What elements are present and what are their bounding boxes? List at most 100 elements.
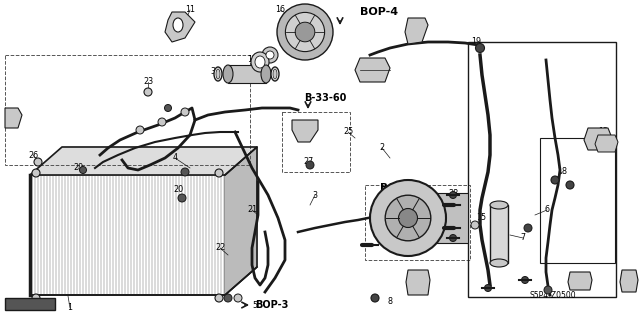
Circle shape [234, 294, 242, 302]
Text: 3: 3 [312, 190, 317, 199]
Bar [428, 193, 468, 243]
Circle shape [295, 22, 315, 42]
Circle shape [32, 294, 40, 302]
Ellipse shape [273, 69, 277, 79]
Circle shape [181, 168, 189, 176]
Text: 6: 6 [545, 205, 550, 214]
Text: 19: 19 [471, 38, 481, 47]
Circle shape [144, 88, 152, 96]
Circle shape [371, 294, 379, 302]
Circle shape [224, 294, 232, 302]
Polygon shape [5, 108, 22, 128]
Text: 23: 23 [143, 78, 153, 86]
Circle shape [524, 224, 532, 232]
Text: 24: 24 [419, 271, 429, 279]
Text: 8: 8 [387, 298, 392, 307]
Text: 14: 14 [10, 114, 20, 122]
Bar [30, 175, 225, 295]
Ellipse shape [266, 51, 274, 59]
Circle shape [449, 234, 456, 241]
Text: 31: 31 [238, 78, 248, 86]
Bar [228, 65, 266, 83]
Bar [365, 185, 470, 260]
Text: 9: 9 [421, 24, 427, 33]
Text: BOP-2: BOP-2 [380, 183, 416, 193]
Circle shape [136, 126, 144, 134]
Polygon shape [292, 120, 318, 142]
Text: 18: 18 [557, 167, 567, 176]
Ellipse shape [255, 56, 265, 68]
Circle shape [551, 176, 559, 184]
Text: 13: 13 [625, 273, 635, 283]
Ellipse shape [262, 47, 278, 63]
Ellipse shape [214, 67, 222, 81]
Text: 17: 17 [247, 56, 257, 64]
Text: 26: 26 [28, 151, 38, 160]
Text: BOP-3: BOP-3 [255, 300, 289, 310]
Circle shape [522, 277, 529, 284]
Circle shape [399, 209, 417, 227]
Polygon shape [225, 147, 257, 295]
Polygon shape [584, 128, 612, 150]
Circle shape [178, 194, 186, 202]
Circle shape [471, 221, 479, 229]
Bar [540, 138, 615, 263]
Polygon shape [405, 18, 428, 44]
Text: 12: 12 [598, 128, 608, 137]
Text: 29: 29 [73, 164, 83, 173]
Circle shape [79, 167, 86, 174]
Polygon shape [30, 147, 257, 175]
Ellipse shape [223, 65, 233, 83]
Text: S5P4-Z0500: S5P4-Z0500 [530, 291, 577, 300]
Circle shape [566, 181, 574, 189]
Circle shape [476, 43, 484, 53]
Text: 30: 30 [210, 68, 220, 77]
Text: 25: 25 [343, 128, 353, 137]
Polygon shape [406, 270, 430, 295]
Polygon shape [5, 298, 55, 310]
Circle shape [385, 195, 431, 241]
Text: 10: 10 [373, 68, 383, 77]
Text: B-33-60: B-33-60 [304, 93, 346, 103]
Polygon shape [165, 12, 195, 42]
Text: 1: 1 [67, 303, 72, 313]
Circle shape [34, 158, 42, 166]
Text: 32: 32 [570, 276, 580, 285]
Text: 7: 7 [520, 234, 525, 242]
Text: 20: 20 [173, 186, 183, 195]
Bar [5, 55, 250, 165]
Polygon shape [620, 270, 638, 292]
Bar [282, 112, 350, 172]
Text: FR.: FR. [22, 300, 38, 308]
Polygon shape [568, 272, 592, 290]
Text: 27: 27 [303, 158, 313, 167]
Circle shape [277, 4, 333, 60]
Circle shape [449, 191, 456, 198]
Text: BOP-4: BOP-4 [360, 7, 398, 17]
Circle shape [370, 180, 446, 256]
Text: 16: 16 [275, 5, 285, 14]
Text: 4: 4 [173, 153, 177, 162]
Circle shape [215, 294, 223, 302]
Polygon shape [595, 135, 618, 152]
Circle shape [164, 105, 172, 112]
Ellipse shape [251, 52, 269, 72]
Ellipse shape [216, 69, 220, 79]
Circle shape [215, 169, 223, 177]
Circle shape [158, 118, 166, 126]
Bar [468, 42, 616, 297]
Text: 11: 11 [185, 5, 195, 14]
Circle shape [32, 169, 40, 177]
Text: 5: 5 [252, 300, 257, 309]
Circle shape [285, 12, 324, 52]
Circle shape [544, 286, 552, 294]
Text: 2: 2 [380, 144, 385, 152]
Text: 28: 28 [448, 189, 458, 197]
Text: 21: 21 [247, 205, 257, 214]
Polygon shape [355, 58, 390, 82]
Ellipse shape [490, 259, 508, 267]
Text: 15: 15 [476, 213, 486, 222]
Ellipse shape [271, 67, 279, 81]
Bar [490, 205, 508, 263]
Circle shape [306, 161, 314, 169]
